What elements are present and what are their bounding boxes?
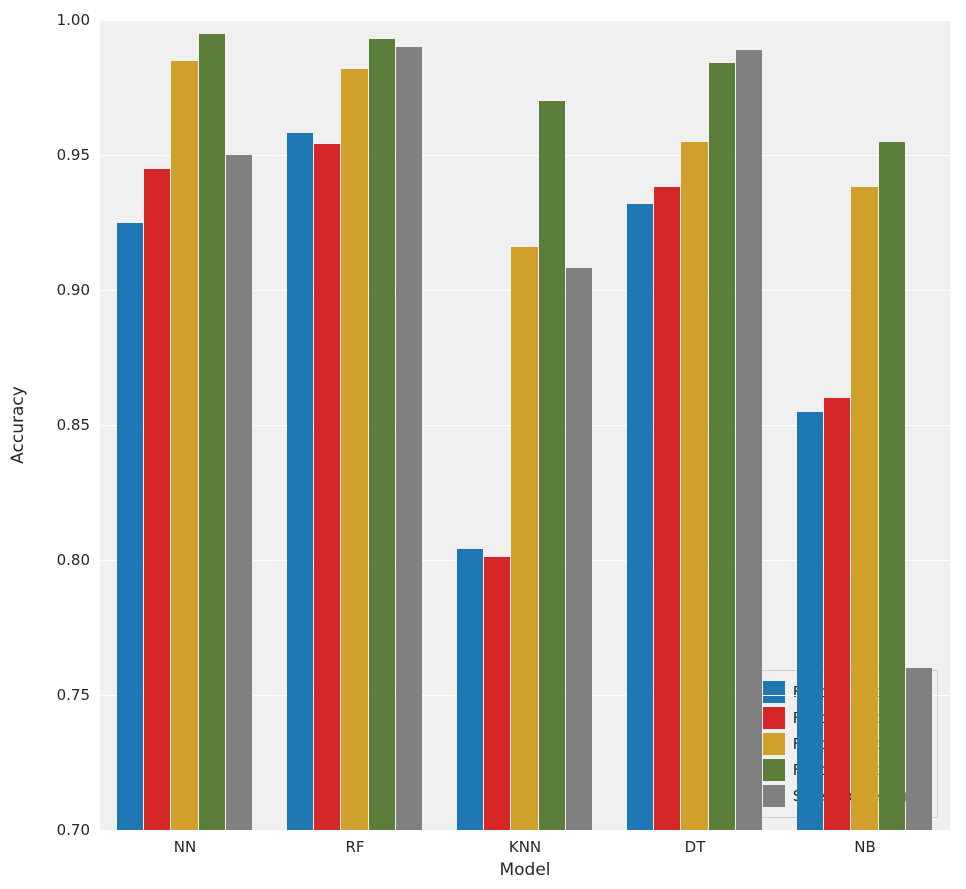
legend-swatch [763,759,785,781]
legend-swatch [763,681,785,703]
bar [199,34,225,831]
bar [681,142,707,831]
chart-container: Feature Set 1Feature Set 2Feature Set 3F… [0,0,966,889]
bar [484,557,510,830]
grid-line [100,20,950,21]
bar [851,187,877,830]
bar [117,223,143,831]
bar [396,47,422,830]
y-tick-label: 0.85 [57,416,100,434]
bar [824,398,850,830]
bar [906,668,932,830]
bar [287,133,313,830]
bar [709,63,735,830]
bar [627,204,653,830]
bar [797,412,823,831]
y-tick-label: 0.75 [57,686,100,704]
bar [566,268,592,830]
y-axis-label: Accuracy [8,386,28,464]
bar [511,247,537,830]
y-tick-label: 0.80 [57,551,100,569]
bar [539,101,565,830]
bar [736,50,762,830]
legend-swatch [763,707,785,729]
bar [314,144,340,830]
bar [654,187,680,830]
x-axis-label: Model [499,860,550,880]
legend-swatch [763,785,785,807]
y-tick-label: 1.00 [57,11,100,29]
bar [144,169,170,831]
bar [369,39,395,830]
bar [457,549,483,830]
bar [171,61,197,831]
plot-area: Feature Set 1Feature Set 2Feature Set 3F… [100,20,950,830]
bar [879,142,905,831]
legend-swatch [763,733,785,755]
y-tick-label: 0.90 [57,281,100,299]
bar [226,155,252,830]
bar [341,69,367,830]
y-tick-label: 0.70 [57,821,100,839]
y-tick-label: 0.95 [57,146,100,164]
